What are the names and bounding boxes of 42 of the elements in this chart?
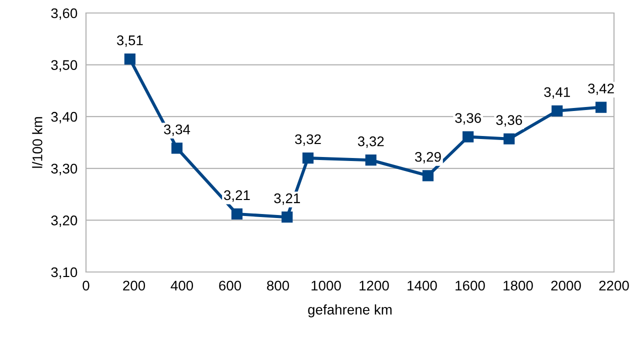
x-tick-label: 1600 <box>456 280 485 291</box>
data-label: 3,21 <box>224 190 250 202</box>
point <box>552 105 563 116</box>
data-label: 3,21 <box>274 193 300 205</box>
x-tick-label: 1800 <box>504 280 533 291</box>
y-tick-label: 3,30 <box>51 164 78 176</box>
x-tick-label: 2000 <box>551 280 581 291</box>
y-tick-label: 3,20 <box>51 216 78 228</box>
data-label: 3,42 <box>588 84 614 96</box>
point <box>504 133 515 144</box>
point <box>231 208 243 220</box>
x-tick-label: 200 <box>123 280 146 291</box>
data-label: 3,36 <box>496 115 522 127</box>
x-tick-label: 600 <box>219 280 242 291</box>
point <box>124 54 136 65</box>
point <box>595 102 607 113</box>
point <box>422 170 434 182</box>
x-tick-label: 0 <box>82 280 90 291</box>
x-tick-label: 2200 <box>599 280 629 291</box>
y-tick-label: 3,60 <box>51 8 78 20</box>
data-label: 3,41 <box>544 87 570 99</box>
point <box>302 152 314 164</box>
data-label: 3,29 <box>415 152 441 164</box>
data-label: 3,51 <box>116 35 143 47</box>
point <box>365 154 376 166</box>
y-tick-label: 3,40 <box>51 112 78 124</box>
data-label: 3,36 <box>455 113 481 125</box>
x-tick-label: 800 <box>267 280 290 291</box>
y-tick-label: 3,50 <box>51 60 78 72</box>
x-tick-label: 1000 <box>312 280 341 291</box>
data-label: 3,32 <box>295 134 321 146</box>
point <box>462 131 474 142</box>
point <box>282 212 293 223</box>
y-tick-label: 3,10 <box>51 267 78 279</box>
x-tick-label: 1200 <box>360 280 389 291</box>
data-label: 3,32 <box>358 136 384 148</box>
x-axis-title: gefahrene km <box>308 304 392 318</box>
x-tick-label: 1400 <box>408 280 437 291</box>
point <box>171 142 183 154</box>
x-tick-label: 400 <box>170 280 194 291</box>
y-axis-title: l/100 km <box>32 117 42 168</box>
data-label: 3,34 <box>164 124 190 136</box>
